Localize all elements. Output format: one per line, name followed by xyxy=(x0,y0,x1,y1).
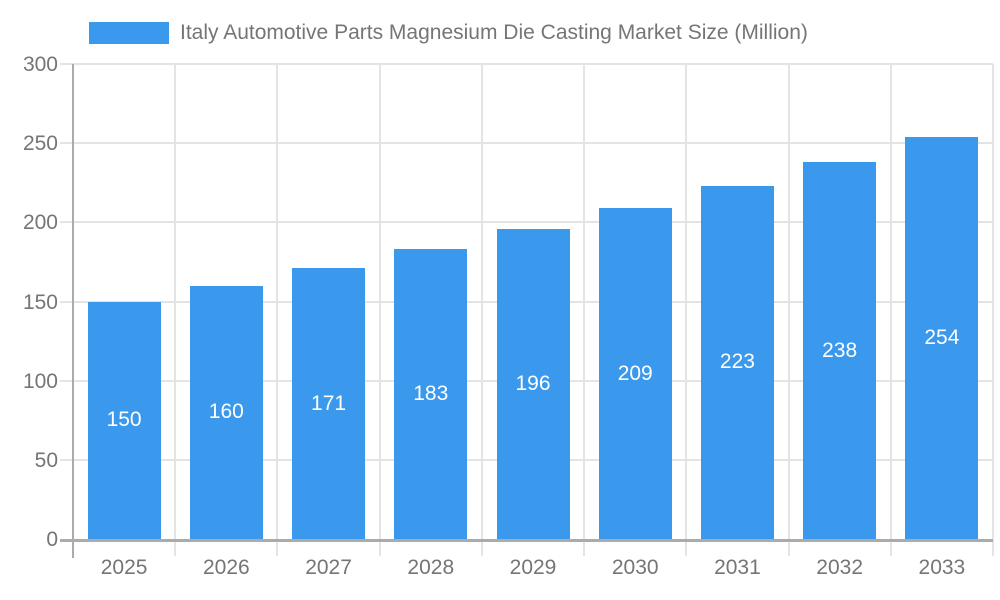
gridline-x-9 xyxy=(992,64,994,556)
x-tick-label-2030: 2030 xyxy=(611,556,659,579)
x-tick-label-2029: 2029 xyxy=(509,556,557,579)
bar-2028[interactable]: 183 xyxy=(394,249,468,539)
gridline-x-7 xyxy=(787,64,790,556)
y-tick-label-50: 50 xyxy=(34,448,58,472)
gridline-y-300 xyxy=(60,63,993,65)
y-tick-label-300: 300 xyxy=(22,53,58,76)
gridline-x-8 xyxy=(889,64,892,556)
bar-value-label: 254 xyxy=(924,325,960,349)
x-tick-label-2031: 2031 xyxy=(714,556,761,579)
bar-2027[interactable]: 171 xyxy=(292,268,366,539)
bar-2025[interactable]: 150 xyxy=(87,301,161,539)
gridline-x-2 xyxy=(276,64,279,556)
y-tick-label-200: 200 xyxy=(22,211,58,235)
plot-area: 150 160 171 183 196 209 223 238 254 xyxy=(60,63,994,556)
gridline-x-6 xyxy=(685,64,688,556)
y-tick-label-0: 0 xyxy=(46,528,58,551)
bar-value-label: 223 xyxy=(719,350,755,374)
gridline-x-4 xyxy=(480,64,483,556)
legend-label: Italy Automotive Parts Magnesium Die Cas… xyxy=(180,21,808,44)
x-axis-line xyxy=(60,539,993,542)
gridline-x-1 xyxy=(174,64,177,556)
gridline-x-3 xyxy=(378,64,381,556)
bar-value-label: 171 xyxy=(311,391,347,415)
x-tick-label-2027: 2027 xyxy=(305,556,352,579)
gridline-y-250 xyxy=(60,142,993,145)
bar-value-label: 209 xyxy=(617,361,653,385)
bar-2030[interactable]: 209 xyxy=(598,208,672,539)
bar-2032[interactable]: 238 xyxy=(803,162,877,539)
x-tick-label-2028: 2028 xyxy=(407,556,455,579)
x-tick-label-2032: 2032 xyxy=(816,556,864,579)
y-tick-label-150: 150 xyxy=(22,290,58,314)
legend-item[interactable]: Italy Automotive Parts Magnesium Die Cas… xyxy=(89,20,808,46)
x-tick-label-2025: 2025 xyxy=(100,556,148,579)
bar-value-label: 238 xyxy=(822,338,858,362)
y-tick-label-250: 250 xyxy=(22,132,58,156)
bar-2026[interactable]: 160 xyxy=(189,285,263,539)
x-tick-label-2033: 2033 xyxy=(918,556,966,579)
bar-2031[interactable]: 223 xyxy=(700,185,774,539)
bar-2033[interactable]: 254 xyxy=(905,136,979,539)
legend-swatch-icon xyxy=(89,22,169,44)
bar-value-label: 160 xyxy=(208,400,244,424)
y-axis-line xyxy=(72,64,74,558)
gridline-x-5 xyxy=(583,64,586,556)
bar-value-label: 150 xyxy=(106,408,142,432)
x-tick-label-2026: 2026 xyxy=(202,556,250,579)
gridline-y-200 xyxy=(60,221,993,224)
bar-2029[interactable]: 196 xyxy=(496,228,570,539)
y-tick-label-100: 100 xyxy=(22,369,58,393)
bar-value-label: 196 xyxy=(515,371,551,395)
bar-value-label: 183 xyxy=(413,382,449,406)
